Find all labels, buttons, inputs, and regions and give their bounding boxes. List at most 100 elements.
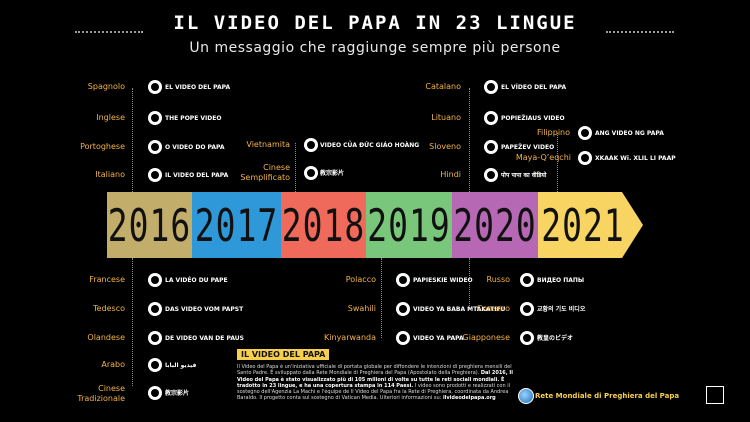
lang-label: Catalano [425,82,461,91]
band-2016 [107,192,192,258]
video-name: ВИДЕО ПАПЫ [537,277,585,284]
connector-2020-top [469,88,470,192]
title-dots-right [606,31,674,33]
info-bold: Dal 2016, Il Video del Papa è stato visu… [237,370,513,389]
connector-2019-bottom [381,258,382,338]
lang-label: Inglese [96,113,125,122]
band-2017 [192,192,281,258]
pope-video-logo-icon [520,273,534,287]
year-2021: 2021 [541,198,625,252]
pope-video-logo-icon [148,273,162,287]
lang-label: Cinese Tradizionale [77,384,125,403]
video-name: PAPIESKIE WIDEO [413,277,473,284]
pope-video-logo-icon [578,151,592,165]
video-name: DAS VIDEO VOM PAPST [165,306,244,313]
connector-2016-bottom [132,258,133,386]
lang-label: Polacco [345,275,376,284]
video-name: EL VÍDEO DEL PAPA [501,84,567,91]
video-name: VIDEO YA BABA MTAKATIFU [413,306,506,313]
pope-video-logo-icon [396,273,410,287]
video-name: 教宗影片 [165,390,190,397]
pope-video-logo-icon [520,331,534,345]
connector-2020-bottom [469,258,470,308]
lang-label: Swahili [347,304,376,313]
lang-label: Tedesco [93,304,125,313]
video-name: VIDEO YA PAPA [413,335,464,342]
video-name: 教宗影片 [320,170,345,177]
info-p3: I video sono prodotti e realizzati con i… [237,382,511,402]
pope-video-logo-icon [148,302,162,316]
video-name: فيديو البابا [165,362,197,369]
lang-label: Cinese Semplificato [240,163,290,182]
page-title: IL VIDEO DEL PAPA IN 23 LINGUE [173,12,577,34]
page-subtitle: Un messaggio che raggiunge sempre più pe… [189,40,561,56]
video-name: पोप पापा का वीडियो [501,172,547,179]
band-2018 [281,192,366,258]
pope-video-logo-icon [578,126,592,140]
pope-video-logo-icon [304,166,318,180]
connector-2018-top [295,143,296,192]
pope-video-logo-icon [148,111,162,125]
connector-2021-top [557,133,558,192]
lang-label: Spagnolo [87,82,125,91]
info-p2: È sviluppato dalla Rete Mondiale di Preg… [270,370,480,377]
pope-video-logo-icon [484,111,498,125]
pope-video-logo-icon [148,386,162,400]
year-2017: 2017 [194,198,279,252]
pope-video-logo-icon [148,168,162,182]
pope-video-logo-icon [148,140,162,154]
video-name: THE POPE VIDEO [165,115,222,122]
band-2020 [452,192,538,258]
info-title: IL VIDEO DEL PAPA [237,349,330,360]
lang-label: Russo [486,275,511,284]
band-2021 [538,192,643,258]
lang-label: Sloveno [429,142,461,151]
pope-video-logo-icon [484,80,498,94]
video-name: ANG VIDEO NG PAPA [595,130,664,137]
pope-video-logo-icon [484,140,498,154]
pope-video-logo-icon [484,168,498,182]
lang-label: Portoghese [80,142,125,151]
lang-label: Vietnamita [246,140,290,149]
video-name: O VIDEO DO PAPA [165,144,225,151]
lang-label: Maya-Q’eqchi [515,153,571,162]
lang-label: Kinyarwanda [324,333,376,342]
band-2019 [366,192,452,258]
video-name: DE VIDEO VAN DE PAUS [165,335,244,342]
lang-label: Arabo [101,360,125,369]
year-2018: 2018 [281,198,366,252]
year-2019: 2019 [367,198,451,252]
info-link[interactable]: ilvideodelpapa.org [442,395,496,402]
pope-video-logo-icon [148,331,162,345]
pope-video-logo-icon [148,80,162,94]
globe-icon [518,388,534,404]
pope-video-logo-icon [520,302,534,316]
lang-label: Lituano [431,113,461,122]
lang-label: Francese [89,275,125,284]
lang-label: Italiano [95,170,125,179]
video-name: XKAAK Wi. XLIL LI PAAP [595,155,676,162]
pope-video-logo-icon [304,138,318,152]
video-name: POPIEŽIAUS VIDEO [501,115,565,122]
lang-label: Coreano [476,304,510,313]
connector-2016-top [132,88,133,192]
video-name: LA VIDÉO DU PAPE [165,277,228,284]
video-name: PAPEŽEV VIDEO [501,144,555,151]
year-2016: 2016 [107,198,192,252]
pope-video-logo-icon [396,331,410,345]
lang-label: Olandese [87,333,125,342]
lang-label: Filippino [536,128,570,137]
pope-video-logo-icon [396,302,410,316]
video-name: 教皇のビデオ [537,335,574,342]
title-dots-left [75,31,143,33]
video-name: IL VIDEO DEL PAPA [165,172,229,179]
video-name: EL VIDEO DEL PAPA [165,84,231,91]
video-name: 교황의 기도 비디오 [537,306,586,313]
lang-label: Hindi [440,170,461,179]
year-2020: 2020 [453,198,537,252]
info-p1: Il Video del Papa è un'iniziativa uffici… [237,364,512,377]
org-name: Rete Mondiale di Preghiera del Papa [535,392,680,400]
pope-video-logo-icon [148,358,162,372]
